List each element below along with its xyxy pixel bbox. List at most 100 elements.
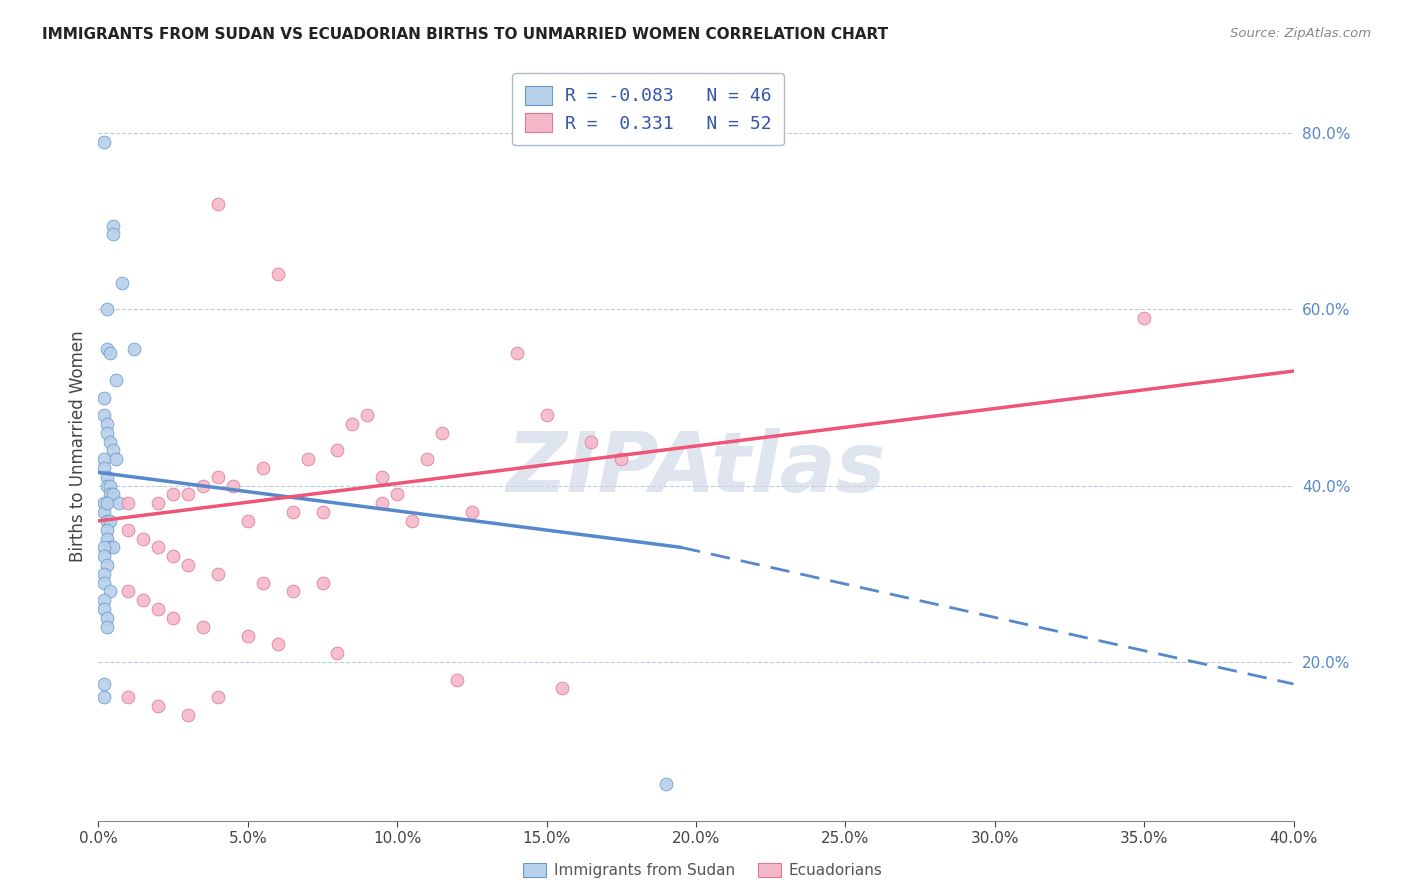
Point bbox=[105, 452, 128, 467]
Point bbox=[267, 637, 290, 651]
Point bbox=[93, 575, 115, 590]
Point bbox=[281, 505, 304, 519]
Point bbox=[162, 611, 184, 625]
Point bbox=[162, 549, 184, 564]
Point bbox=[446, 673, 468, 687]
Legend: R = -0.083   N = 46, R =  0.331   N = 52: R = -0.083 N = 46, R = 0.331 N = 52 bbox=[512, 73, 785, 145]
Point bbox=[93, 690, 115, 705]
Point bbox=[103, 541, 125, 555]
Point bbox=[461, 505, 484, 519]
Point bbox=[148, 699, 170, 714]
Point bbox=[297, 452, 319, 467]
Point bbox=[326, 646, 349, 660]
Point bbox=[98, 346, 122, 360]
Point bbox=[430, 425, 453, 440]
Point bbox=[342, 417, 364, 431]
Point bbox=[96, 425, 118, 440]
Text: Source: ZipAtlas.com: Source: ZipAtlas.com bbox=[1230, 27, 1371, 40]
Point bbox=[117, 523, 139, 537]
Point bbox=[93, 541, 115, 555]
Point bbox=[103, 227, 125, 242]
Point bbox=[108, 496, 131, 510]
Point bbox=[96, 342, 118, 356]
Point bbox=[326, 443, 349, 458]
Point bbox=[536, 408, 558, 422]
Point bbox=[96, 470, 118, 484]
Point bbox=[385, 487, 409, 501]
Point bbox=[98, 541, 122, 555]
Point bbox=[148, 602, 170, 616]
Point bbox=[124, 342, 146, 356]
Point bbox=[550, 681, 572, 696]
Point bbox=[132, 532, 155, 546]
Point bbox=[93, 135, 115, 149]
Point bbox=[236, 628, 259, 642]
Point bbox=[96, 532, 118, 546]
Point bbox=[191, 620, 214, 634]
Point bbox=[96, 620, 118, 634]
Point bbox=[117, 584, 139, 599]
Legend: Immigrants from Sudan, Ecuadorians: Immigrants from Sudan, Ecuadorians bbox=[517, 857, 889, 884]
Point bbox=[96, 302, 118, 317]
Point bbox=[96, 496, 118, 510]
Point bbox=[96, 523, 118, 537]
Point bbox=[96, 611, 118, 625]
Point bbox=[93, 452, 115, 467]
Point bbox=[655, 776, 678, 790]
Point bbox=[103, 487, 125, 501]
Point bbox=[236, 514, 259, 528]
Point bbox=[311, 505, 333, 519]
Point bbox=[98, 487, 122, 501]
Point bbox=[162, 487, 184, 501]
Point bbox=[401, 514, 423, 528]
Point bbox=[148, 496, 170, 510]
Point bbox=[207, 196, 229, 211]
Point bbox=[191, 478, 214, 492]
Point bbox=[222, 478, 245, 492]
Point bbox=[93, 566, 115, 581]
Point bbox=[177, 487, 200, 501]
Point bbox=[93, 461, 115, 475]
Point bbox=[1133, 311, 1156, 326]
Text: IMMIGRANTS FROM SUDAN VS ECUADORIAN BIRTHS TO UNMARRIED WOMEN CORRELATION CHART: IMMIGRANTS FROM SUDAN VS ECUADORIAN BIRT… bbox=[42, 27, 889, 42]
Point bbox=[177, 707, 200, 722]
Point bbox=[103, 443, 125, 458]
Point bbox=[281, 584, 304, 599]
Point bbox=[371, 496, 394, 510]
Point bbox=[93, 593, 115, 607]
Point bbox=[581, 434, 603, 449]
Point bbox=[93, 496, 115, 510]
Point bbox=[111, 276, 134, 290]
Point bbox=[98, 478, 122, 492]
Point bbox=[96, 514, 118, 528]
Point bbox=[98, 434, 122, 449]
Point bbox=[610, 452, 633, 467]
Point bbox=[311, 575, 333, 590]
Point bbox=[356, 408, 378, 422]
Point bbox=[506, 346, 529, 360]
Point bbox=[93, 505, 115, 519]
Point bbox=[93, 549, 115, 564]
Point bbox=[207, 690, 229, 705]
Point bbox=[252, 461, 274, 475]
Point bbox=[93, 391, 115, 405]
Point bbox=[267, 267, 290, 281]
Point bbox=[371, 470, 394, 484]
Point bbox=[96, 417, 118, 431]
Text: ZIPAtlas: ZIPAtlas bbox=[506, 428, 886, 509]
Y-axis label: Births to Unmarried Women: Births to Unmarried Women bbox=[69, 330, 87, 562]
Point bbox=[96, 558, 118, 572]
Point bbox=[207, 470, 229, 484]
Point bbox=[93, 602, 115, 616]
Point bbox=[98, 584, 122, 599]
Point bbox=[252, 575, 274, 590]
Point bbox=[207, 566, 229, 581]
Point bbox=[103, 219, 125, 233]
Point bbox=[117, 496, 139, 510]
Point bbox=[117, 690, 139, 705]
Point bbox=[93, 677, 115, 691]
Point bbox=[148, 541, 170, 555]
Point bbox=[416, 452, 439, 467]
Point bbox=[105, 373, 128, 387]
Point bbox=[177, 558, 200, 572]
